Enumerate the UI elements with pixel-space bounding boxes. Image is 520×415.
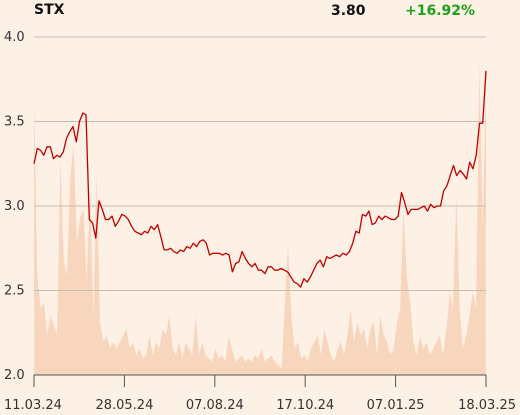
y-tick-label: 2.0 bbox=[4, 368, 25, 383]
last-price: 3.80 bbox=[331, 3, 366, 19]
volume-area-layer bbox=[34, 61, 486, 375]
volume-area bbox=[34, 61, 486, 375]
y-tick-label: 3.0 bbox=[4, 199, 25, 214]
ticker-symbol: STX bbox=[34, 2, 65, 18]
x-tick-label: 17.10.24 bbox=[276, 398, 334, 413]
price-change-percent: +16.92% bbox=[405, 3, 476, 19]
x-tick-label: 28.05.24 bbox=[95, 398, 153, 413]
grid-layer bbox=[34, 36, 486, 376]
x-tick-label: 18.03.25 bbox=[458, 398, 516, 413]
axis-layer: 2.0 2.5 3.0 3.5 4.0 11.03.24 28.05.24 07.08.24 1… bbox=[4, 30, 516, 413]
y-tick-label: 4.0 bbox=[4, 30, 25, 45]
x-tick-label: 07.01.25 bbox=[367, 398, 425, 413]
price-line-layer bbox=[33, 70, 487, 288]
price-line-series-0 bbox=[33, 70, 487, 288]
y-tick-label: 3.5 bbox=[4, 115, 25, 130]
x-tick-label: 07.08.24 bbox=[186, 398, 244, 413]
x-tick-label: 11.03.24 bbox=[4, 398, 62, 413]
y-tick-label: 2.5 bbox=[4, 284, 25, 299]
quote-header: STX 3.80 +16.92% bbox=[0, 0, 520, 24]
